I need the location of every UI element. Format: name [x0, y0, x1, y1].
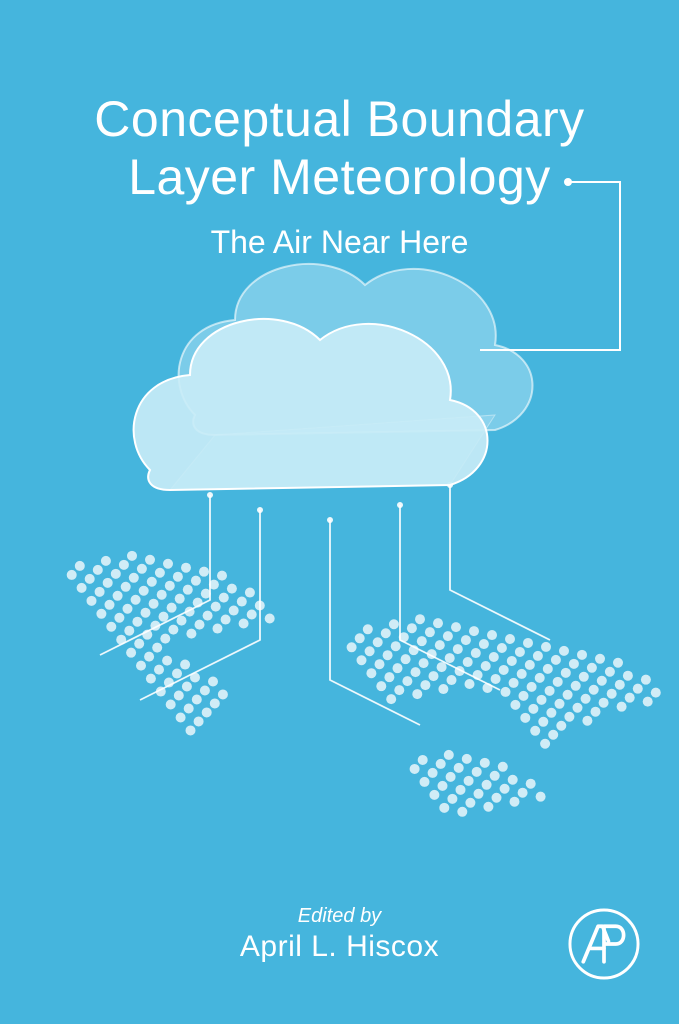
book-cover: Conceptual Boundary Layer Meteorology Th…: [0, 0, 679, 1024]
subtitle: The Air Near Here: [0, 224, 679, 261]
title-line-1: Conceptual Boundary: [0, 90, 679, 148]
title-line-2: Layer Meteorology: [0, 148, 679, 206]
publisher-logo: [567, 907, 641, 986]
title-block: Conceptual Boundary Layer Meteorology Th…: [0, 90, 679, 261]
